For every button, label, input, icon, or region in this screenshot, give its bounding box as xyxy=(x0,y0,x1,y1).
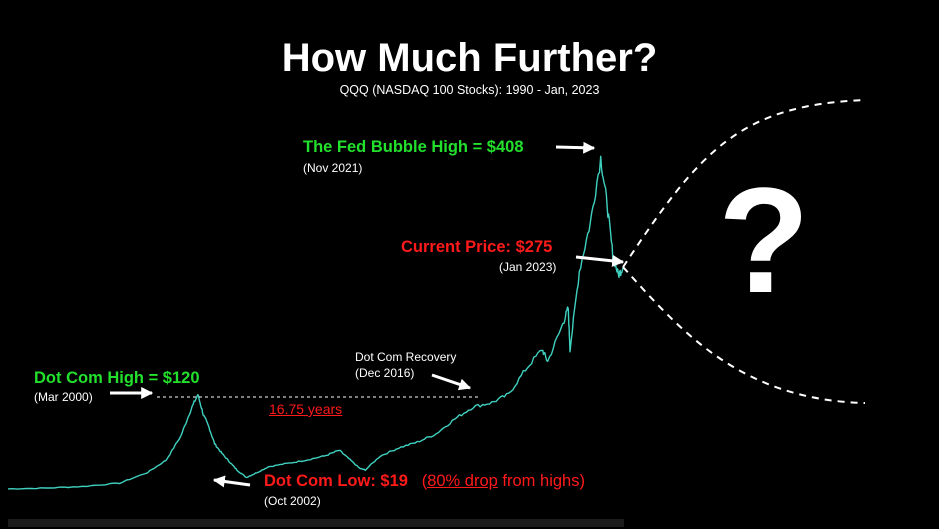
question-mark: ? xyxy=(718,156,810,324)
fed-high-date: (Nov 2021) xyxy=(303,161,363,175)
projection-up-curve xyxy=(622,99,866,268)
fed-high-label: The Fed Bubble High = $408 xyxy=(303,138,524,156)
duration-label: 16.75 years xyxy=(269,401,343,417)
current-price-label: Current Price: $275 xyxy=(401,238,553,256)
dotcom-low-arrow xyxy=(212,475,251,488)
projection-down-curve xyxy=(622,266,866,404)
dotcom-low-pct: 80% drop xyxy=(427,472,498,490)
time-axis-strip xyxy=(8,519,624,527)
fed-high-arrow xyxy=(555,141,596,154)
recovery-arrow xyxy=(431,373,472,391)
chart-subtitle: QQQ (NASDAQ 100 Stocks): 1990 - Jan, 202… xyxy=(339,83,600,97)
dotcom-high-date: (Mar 2000) xyxy=(34,390,93,404)
price-series-line xyxy=(7,155,624,490)
dotcom-low-prefix: ( xyxy=(421,472,428,490)
dotcom-low-date: (Oct 2002) xyxy=(264,494,321,508)
dotcom-low-suffix: from highs) xyxy=(497,472,585,490)
recovery-label: Dot Com Recovery xyxy=(355,350,457,364)
current-price-arrow xyxy=(575,254,625,267)
chart-title: How Much Further? xyxy=(281,36,658,80)
current-price-date: (Jan 2023) xyxy=(499,260,557,274)
dotcom-low-text: Dot Com Low: $19 xyxy=(264,472,408,490)
dotcom-low-label: Dot Com Low: $19 (80% drop from highs) xyxy=(264,473,585,490)
dotcom-high-label: Dot Com High = $120 xyxy=(34,369,200,387)
recovery-date: (Dec 2016) xyxy=(355,366,415,380)
